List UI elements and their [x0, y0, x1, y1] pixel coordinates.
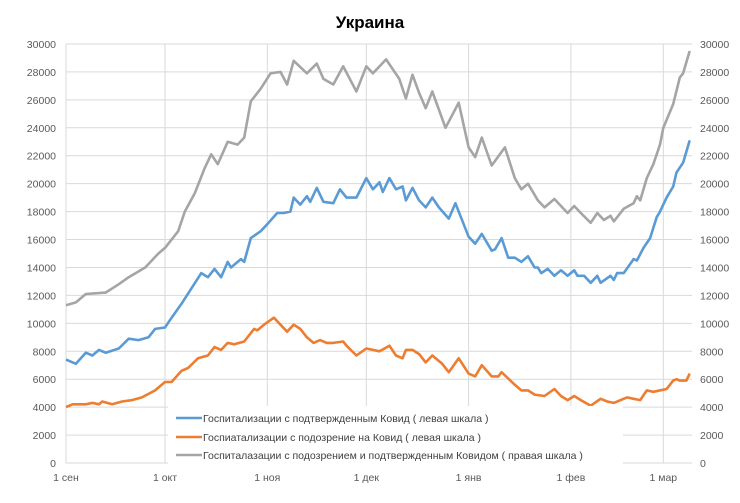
left-y-tick-label: 22000	[27, 151, 56, 163]
right-y-tick-label: 14000	[700, 262, 729, 274]
right-y-tick-label: 2000	[700, 430, 724, 442]
right-y-tick-label: 8000	[700, 346, 724, 358]
left-y-tick-label: 8000	[33, 346, 57, 358]
right-y-tick-label: 6000	[700, 374, 724, 386]
right-y-tick-label: 0	[700, 458, 706, 470]
x-tick-label: 1 янв	[456, 472, 482, 484]
right-y-tick-label: 22000	[700, 151, 729, 163]
left-y-tick-label: 24000	[27, 123, 56, 135]
series-line-3	[65, 50, 691, 307]
right-y-tick-label: 10000	[700, 318, 729, 330]
legend-item-suspected: Госпиатализации с подозрение на Ковид ( …	[176, 432, 481, 444]
right-y-tick-label: 24000	[700, 123, 729, 135]
x-tick-label: 1 дек	[354, 472, 380, 484]
x-tick-label: 1 ноя	[254, 472, 280, 484]
left-y-tick-label: 0	[50, 458, 56, 470]
x-tick-label: 1 сен	[53, 472, 79, 484]
left-y-tick-label: 4000	[33, 402, 57, 414]
legend-label: Госпитализации с подтвержденным Ковид ( …	[203, 413, 488, 425]
x-tick-label: 1 фев	[556, 472, 585, 484]
x-axis: 1 сен 1 окт 1 ноя 1 дек 1 янв 1 фев 1 мар	[53, 472, 677, 484]
left-y-tick-label: 26000	[27, 95, 56, 107]
left-y-tick-label: 28000	[27, 67, 56, 79]
left-y-axis: 0 2000 4000 6000 8000 10000 12000 14000 16000 180…	[27, 39, 56, 470]
right-y-tick-label: 30000	[700, 39, 729, 51]
right-y-tick-label: 18000	[700, 207, 729, 219]
legend-label: Госпиталазации с подозрением и подтвержд…	[203, 450, 583, 462]
left-y-tick-label: 6000	[33, 374, 57, 386]
legend-item-confirmed: Госпитализации с подтвержденным Ковид ( …	[176, 413, 488, 425]
right-y-tick-label: 12000	[700, 290, 729, 302]
legend-background	[168, 406, 623, 464]
right-y-tick-label: 26000	[700, 95, 729, 107]
right-y-tick-label: 20000	[700, 179, 729, 191]
right-y-axis: 0 2000 4000 6000 8000 10000 12000 14000 16000 180…	[700, 39, 729, 470]
left-y-tick-label: 14000	[27, 262, 56, 274]
left-y-tick-label: 18000	[27, 207, 56, 219]
right-y-tick-label: 28000	[700, 67, 729, 79]
right-y-tick-label: 4000	[700, 402, 724, 414]
left-y-tick-label: 12000	[27, 290, 56, 302]
chart-title: Украина	[336, 13, 405, 32]
gridlines	[65, 43, 692, 464]
left-y-tick-label: 30000	[27, 39, 56, 51]
legend: Госпитализации с подтвержденным Ковид ( …	[168, 406, 623, 464]
x-tick-label: 1 окт	[153, 472, 177, 484]
series-line-1	[65, 140, 691, 366]
x-tick-label: 1 мар	[649, 472, 677, 484]
left-y-tick-label: 2000	[33, 430, 57, 442]
series-line-2	[65, 316, 691, 409]
legend-item-total: Госпиталазации с подозрением и подтвержд…	[176, 450, 583, 462]
left-y-tick-label: 20000	[27, 179, 56, 191]
left-y-tick-label: 10000	[27, 318, 56, 330]
series-lines	[65, 50, 691, 409]
legend-label: Госпиатализации с подозрение на Ковид ( …	[203, 432, 481, 444]
left-y-tick-label: 16000	[27, 235, 56, 247]
right-y-tick-label: 16000	[700, 235, 729, 247]
